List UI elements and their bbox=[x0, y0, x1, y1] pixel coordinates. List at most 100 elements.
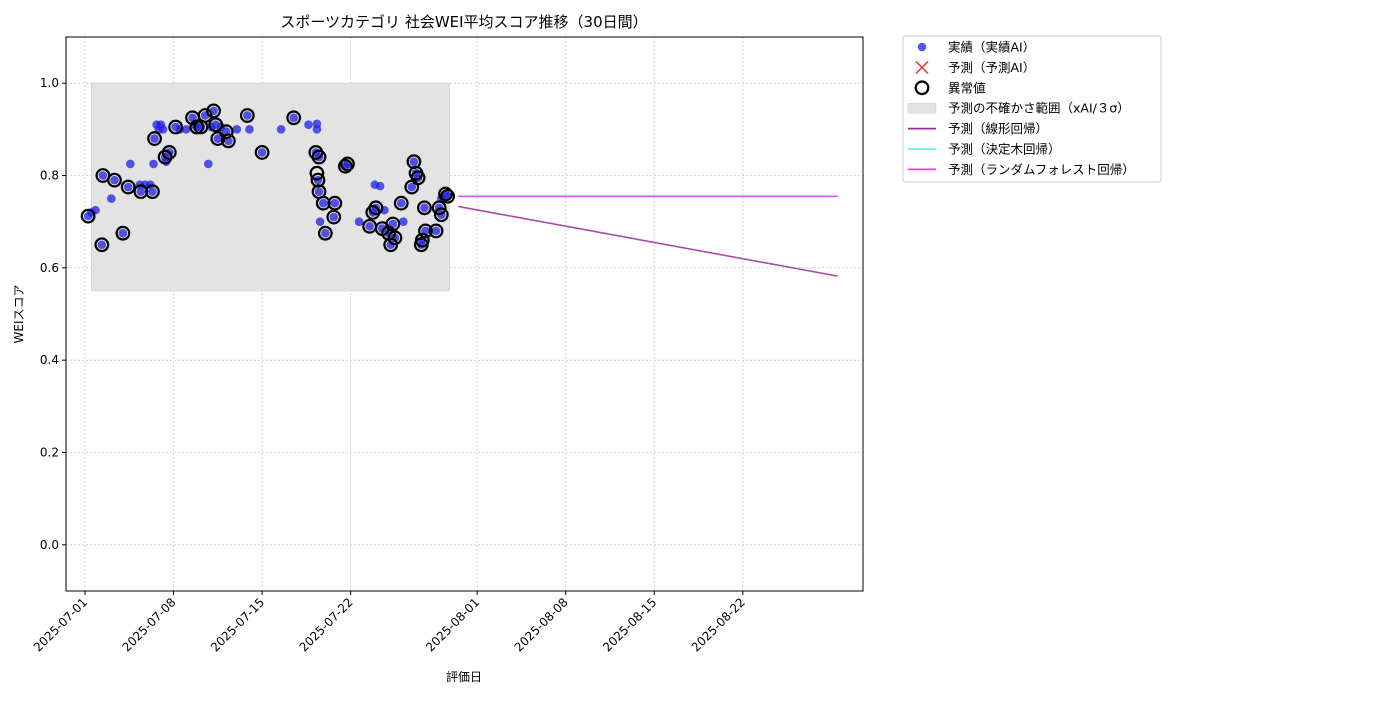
x-axis-label: 評価日 bbox=[446, 669, 482, 684]
legend-label: 予測（線形回帰） bbox=[948, 121, 1048, 136]
outlier-marker bbox=[393, 195, 409, 211]
legend-box bbox=[902, 35, 1162, 183]
outlier-marker bbox=[410, 170, 426, 186]
data-point bbox=[232, 125, 242, 134]
data-point bbox=[390, 233, 400, 243]
legend-label: 予測（ランダムフォレスト回帰） bbox=[948, 162, 1135, 177]
outlier-marker bbox=[428, 223, 444, 239]
outlier-marker bbox=[147, 131, 162, 146]
data-point bbox=[148, 187, 157, 196]
data-point bbox=[123, 182, 133, 192]
data-point bbox=[312, 119, 322, 129]
legend-marker-forecast bbox=[915, 60, 929, 74]
outlier-marker bbox=[145, 184, 160, 200]
outlier-marker bbox=[208, 117, 224, 133]
chart-title: スポーツカテゴリ 社会WEI平均スコア推移（30日間） bbox=[280, 13, 647, 31]
outlier-marker bbox=[168, 119, 184, 135]
outlier-marker bbox=[417, 200, 432, 216]
forecast-line bbox=[458, 205, 838, 277]
data-point bbox=[420, 203, 429, 213]
outlier-marker bbox=[440, 188, 456, 204]
outlier-marker bbox=[161, 145, 177, 160]
outlier-marker bbox=[433, 207, 449, 223]
outlier-marker bbox=[317, 225, 333, 241]
outlier-marker bbox=[340, 156, 355, 172]
y-tick-label: 0.4 bbox=[40, 353, 59, 367]
outlier-marker bbox=[438, 186, 453, 202]
data-point bbox=[396, 198, 406, 208]
outlier-marker bbox=[311, 149, 327, 165]
outlier-marker bbox=[387, 230, 403, 246]
data-point bbox=[330, 198, 340, 208]
outlier-marker bbox=[431, 200, 447, 216]
data-point bbox=[399, 217, 408, 226]
data-point bbox=[107, 194, 116, 203]
outlier-marker bbox=[189, 119, 205, 135]
outlier-marker bbox=[368, 200, 384, 216]
data-point bbox=[375, 181, 385, 191]
data-point bbox=[98, 171, 108, 180]
outlier-marker bbox=[239, 108, 255, 123]
legend-marker-band bbox=[907, 102, 937, 114]
data-point bbox=[377, 224, 387, 233]
legend-label: 予測（決定木回帰） bbox=[948, 142, 1061, 157]
data-point bbox=[118, 228, 128, 238]
data-point bbox=[407, 182, 417, 192]
outlier-marker bbox=[115, 225, 131, 241]
legend-label: 実績（実績AI） bbox=[948, 40, 1035, 55]
data-point bbox=[150, 134, 159, 143]
y-tick-label: 0.0 bbox=[40, 538, 59, 552]
plot-marks bbox=[80, 82, 838, 292]
outlier-marker bbox=[418, 223, 433, 239]
data-point bbox=[158, 125, 168, 134]
data-point bbox=[315, 217, 325, 226]
data-point bbox=[289, 113, 299, 123]
outlier-marker bbox=[120, 179, 136, 195]
data-point bbox=[431, 226, 441, 236]
legend-marker-actual bbox=[917, 42, 927, 52]
data-point bbox=[181, 125, 191, 134]
y-tick-label: 0.2 bbox=[40, 446, 59, 460]
outlier-marker bbox=[157, 149, 173, 165]
data-point bbox=[409, 157, 419, 166]
outlier-marker bbox=[414, 232, 430, 248]
outlier-marker bbox=[309, 165, 325, 181]
legend-marker-outlier bbox=[914, 80, 930, 96]
data-point bbox=[318, 198, 328, 208]
data-point bbox=[386, 240, 396, 250]
outlier-marker bbox=[218, 124, 234, 140]
outlier-marker bbox=[107, 172, 122, 188]
data-point bbox=[354, 217, 364, 226]
y-tick-label: 0.6 bbox=[40, 261, 59, 275]
outlier-marker bbox=[94, 237, 110, 253]
outlier-marker bbox=[326, 209, 342, 225]
data-point bbox=[329, 212, 339, 222]
data-point bbox=[245, 125, 254, 134]
outlier-marker bbox=[286, 110, 302, 126]
data-point bbox=[213, 134, 223, 143]
data-point bbox=[204, 159, 213, 169]
data-point bbox=[149, 159, 158, 169]
data-point bbox=[110, 175, 119, 185]
outlier-marker bbox=[80, 208, 96, 224]
data-point bbox=[257, 148, 267, 157]
data-point bbox=[126, 159, 135, 169]
data-point bbox=[97, 240, 107, 250]
y-tick-label: 1.0 bbox=[40, 76, 59, 90]
data-point bbox=[304, 120, 313, 130]
data-point bbox=[321, 228, 330, 238]
data-point bbox=[136, 187, 146, 196]
outlier-marker bbox=[337, 158, 353, 174]
outlier-marker bbox=[220, 133, 236, 149]
data-point bbox=[243, 111, 252, 120]
data-point bbox=[314, 187, 324, 196]
data-point bbox=[276, 125, 286, 134]
legend-label: 予測（予測AI） bbox=[948, 60, 1035, 75]
outlier-marker bbox=[206, 103, 221, 119]
legend-label: 異常値 bbox=[948, 80, 986, 95]
data-point bbox=[365, 221, 374, 231]
plot-frame bbox=[65, 36, 864, 592]
outlier-marker bbox=[385, 216, 401, 232]
